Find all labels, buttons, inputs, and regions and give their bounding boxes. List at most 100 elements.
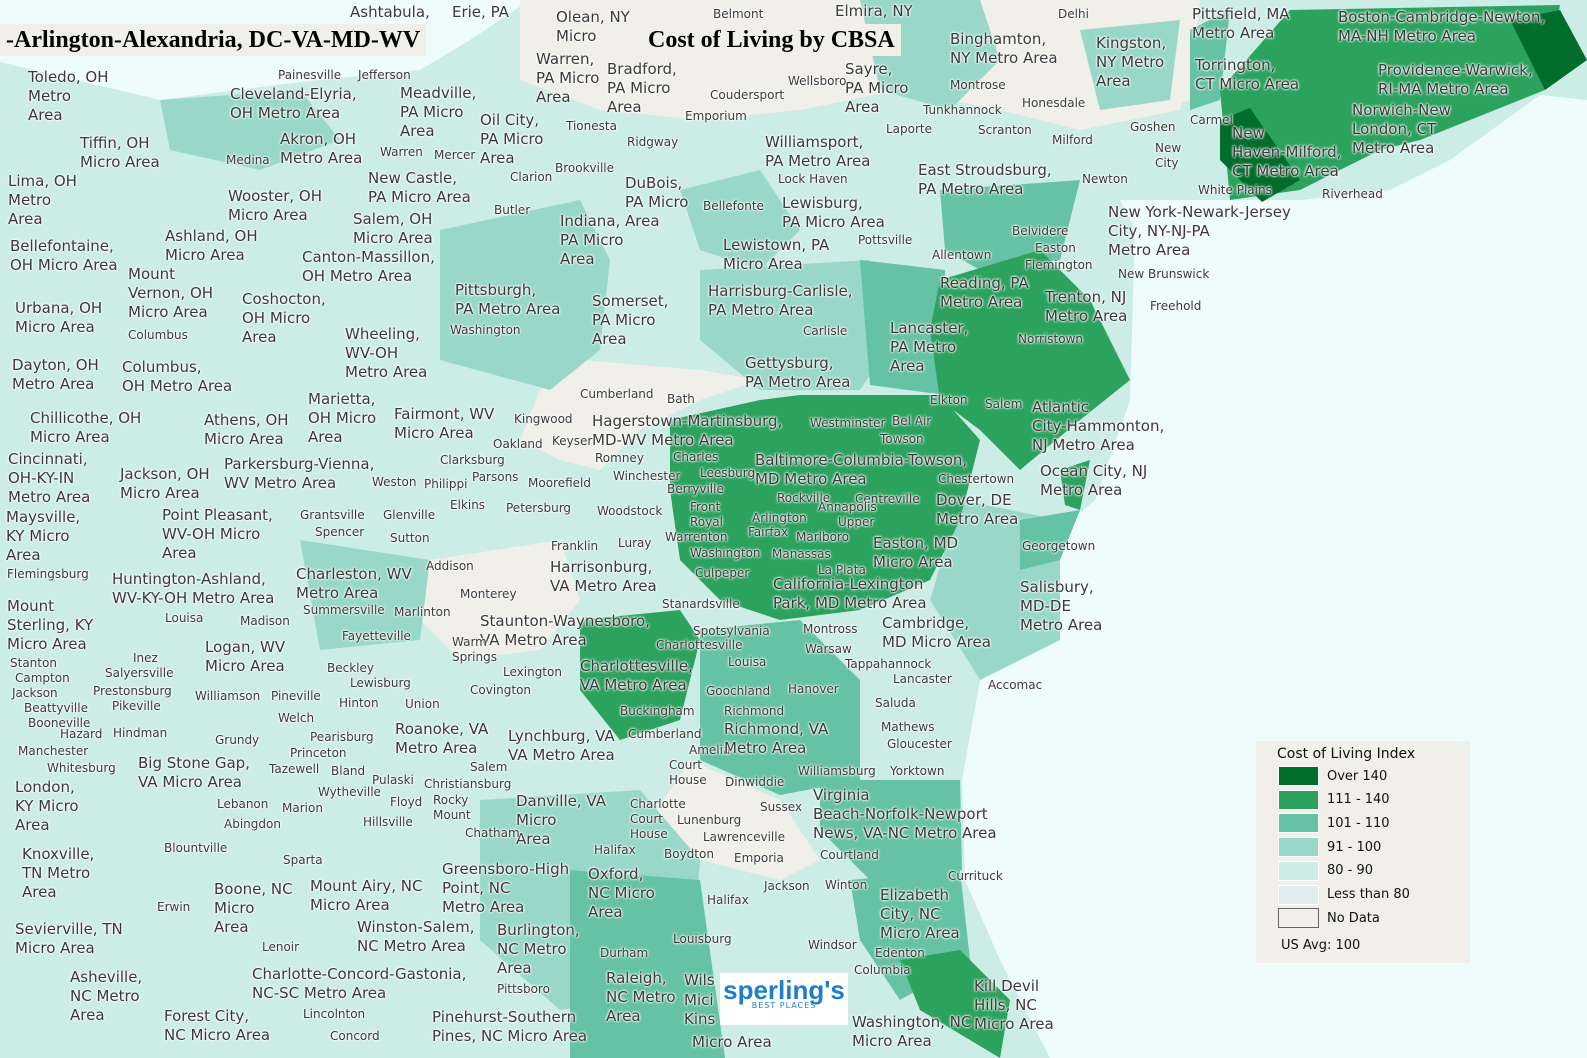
map-area-label: Easton, MD Micro Area xyxy=(873,534,959,571)
map-area-label: Beattyville xyxy=(24,701,88,715)
legend-label: 91 - 100 xyxy=(1327,839,1382,855)
map-area-label: Marlinton xyxy=(394,605,451,619)
map-area-label: Charlottesville, VA Metro Area xyxy=(580,657,693,694)
map-area-label: Inez xyxy=(133,651,158,665)
map-area-label: Booneville xyxy=(28,716,91,730)
map-area-label: Monterey xyxy=(460,587,517,601)
map-area-label: Oil City, PA Micro Area xyxy=(480,111,544,167)
map-area-label: Parsons xyxy=(472,470,519,484)
map-area-label: Columbus xyxy=(128,328,188,342)
map-area-label: Oakland xyxy=(493,437,543,451)
map-area-label: Summersville xyxy=(303,603,385,617)
legend-label: 101 - 110 xyxy=(1327,815,1390,831)
map-area-label: Currituck xyxy=(948,869,1003,883)
map-area-label: Dinwiddie xyxy=(725,775,785,789)
map-area-label: Huntington-Ashland, WV-KY-OH Metro Area xyxy=(112,570,275,607)
map-area-label: Athens, OH Micro Area xyxy=(204,411,289,448)
map-area-label: Spotsylvania xyxy=(693,624,770,638)
map-title: Cost of Living by CBSA xyxy=(642,24,901,56)
map-area-label: Somerset, PA Micro Area xyxy=(592,292,669,348)
map-area-label: Pulaski xyxy=(372,773,414,787)
map-area-label: Carmel xyxy=(1190,113,1233,127)
map-area-label: Oxford, NC Micro Area xyxy=(588,865,655,921)
map-area-label: Flemington xyxy=(1025,258,1093,272)
legend-swatch xyxy=(1278,884,1319,905)
map-area-label: Virginia Beach-Norfolk-Newport News, VA-… xyxy=(813,786,997,842)
map-title-left: -Arlington-Alexandria, DC-VA-MD-WV xyxy=(0,24,427,56)
map-area-label: Greensboro-High Point, NC Metro Area xyxy=(442,860,570,916)
map-area-label: Arlington xyxy=(752,511,807,525)
map-area-label: Madison xyxy=(240,614,290,628)
map-area-label: Torrington, CT Micro Area xyxy=(1195,56,1300,93)
map-area-label: Annapolis xyxy=(818,500,877,514)
map-area-label: Emporia xyxy=(734,851,784,865)
map-area-label: Rocky Mount xyxy=(433,793,471,822)
map-area-label: Parkersburg-Vienna, WV Metro Area xyxy=(224,455,375,492)
map-area-label: Jefferson xyxy=(358,68,411,82)
map-area-label: Hanover xyxy=(788,682,839,696)
map-area-label: Lancaster xyxy=(893,672,952,686)
map-area-label: Georgetown xyxy=(1022,539,1096,553)
map-area-label: Dayton, OH Metro Area xyxy=(12,356,99,393)
map-area-label: Charlottesville xyxy=(656,638,743,652)
map-area-label: Windsor xyxy=(808,938,857,952)
map-area-label: Salem xyxy=(470,760,508,774)
map-area-label: Charles xyxy=(673,450,719,464)
map-area-label: Knoxville, TN Metro Area xyxy=(22,845,95,901)
map-area-label: Lynchburg, VA VA Metro Area xyxy=(508,727,615,764)
map-area-label: Woodstock xyxy=(597,504,663,518)
legend-label: No Data xyxy=(1327,910,1380,926)
map-area-label: Norwich-New London, CT Metro Area xyxy=(1352,101,1451,157)
map-area-label: Wellsboro xyxy=(788,74,847,88)
map-area-label: Flemingsburg xyxy=(7,567,89,581)
map-area-label: Boydton xyxy=(664,847,714,861)
map-area-label: Buckingham xyxy=(620,704,695,718)
map-area-label: Durham xyxy=(600,946,649,960)
map-area-label: Amelia xyxy=(689,743,731,757)
map-area-label: Providence-Warwick, RI-MA Metro Area xyxy=(1378,61,1533,98)
region-over-140 xyxy=(1220,10,1587,202)
map-area-label: Painesville xyxy=(278,68,342,82)
map-area-label: Salem, OH Micro Area xyxy=(353,210,433,247)
map-area-label: Welch xyxy=(278,711,315,725)
map-area-label: Fairmont, WV Micro Area xyxy=(394,405,495,442)
map-area-label: Coudersport xyxy=(710,88,785,102)
map-area-label: Washington, NC Micro Area xyxy=(852,1013,972,1050)
map-area-label: Laporte xyxy=(886,122,933,136)
map-area-label: Belmont xyxy=(713,7,764,21)
map-area-label: Elkton xyxy=(930,393,968,407)
legend-swatch xyxy=(1278,860,1319,881)
map-area-label: Raleigh, NC Metro Area xyxy=(606,969,676,1025)
map-area-label: Kingwood xyxy=(514,412,573,426)
map-area-label: Erwin xyxy=(157,900,191,914)
map-area-label: Edenton xyxy=(875,946,925,960)
map-area-label: Boone, NC Micro Area xyxy=(214,880,293,936)
legend-swatch xyxy=(1278,837,1319,858)
map-area-label: Richmond xyxy=(724,704,785,718)
map-area-label: Urbana, OH Micro Area xyxy=(15,299,103,336)
map-area-label: Pikeville xyxy=(112,699,161,713)
map-area-label: Mount Sterling, KY Micro Area xyxy=(7,597,94,653)
map-area-label: Micro Area xyxy=(692,1033,772,1051)
map-area-label: Columbus, OH Metro Area xyxy=(122,358,233,395)
map-area-label: Beckley xyxy=(327,661,374,675)
map-area-label: Asheville, NC Metro Area xyxy=(70,968,143,1024)
map-area-label: Staunton-Waynesboro, VA Metro Area xyxy=(480,612,650,649)
map-area-label: Warsaw xyxy=(805,642,852,656)
map-area-label: Gloucester xyxy=(887,737,952,751)
map-area-label: Pittsfield, MA Metro Area xyxy=(1192,5,1290,42)
map-area-label: New City xyxy=(1155,141,1182,170)
map-area-label: Lewistown, PA Micro Area xyxy=(723,236,830,273)
legend-title: Cost of Living Index xyxy=(1277,746,1416,762)
map-area-label: Scranton xyxy=(978,123,1032,137)
map-area-label: Winton xyxy=(825,878,868,892)
map-area-label: Marlboro xyxy=(796,530,849,544)
map-area-label: Tiffin, OH Micro Area xyxy=(80,134,160,171)
map-area-label: Williamson xyxy=(195,689,261,703)
map-area-label: Kill Devil Hills, NC Micro Area xyxy=(974,977,1054,1033)
map-area-label: Medina xyxy=(226,153,270,167)
map-area-label: Bath xyxy=(667,392,695,406)
map-area-label: Bellefontaine, OH Micro Area xyxy=(10,237,118,274)
map-area-label: Charlotte-Concord-Gastonia, NC-SC Metro … xyxy=(252,965,467,1002)
map-area-label: Gettysburg, PA Metro Area xyxy=(745,354,851,391)
